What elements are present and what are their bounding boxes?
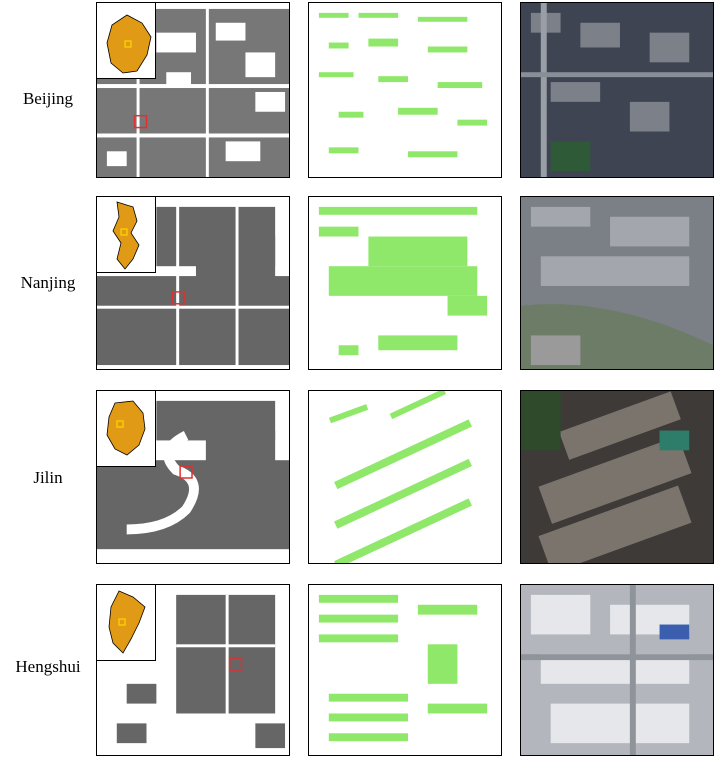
province-locator-map-icon xyxy=(97,3,156,79)
satellite-image-graphic xyxy=(521,197,713,369)
footprint-map-graphic xyxy=(97,585,289,755)
hengshui-satellite-image xyxy=(520,584,714,756)
building-extraction-graphic xyxy=(309,197,501,369)
footprint-map-graphic xyxy=(97,391,289,563)
building-extraction-graphic xyxy=(309,391,501,563)
beijing-satellite-image xyxy=(520,2,714,178)
building-extraction-graphic xyxy=(309,585,501,755)
satellite-image-graphic xyxy=(521,391,713,563)
jilin-satellite-image xyxy=(520,390,714,564)
hengshui-building-extraction xyxy=(308,584,502,756)
nanjing-footprint-map xyxy=(96,196,290,370)
beijing-building-extraction xyxy=(308,2,502,178)
row-label-beijing: Beijing xyxy=(22,89,74,108)
jilin-footprint-map xyxy=(96,390,290,564)
building-extraction-graphic xyxy=(309,3,501,177)
satellite-image-graphic xyxy=(521,3,713,177)
nanjing-satellite-image xyxy=(520,196,714,370)
hengshui-footprint-map xyxy=(96,584,290,756)
footprint-map-graphic xyxy=(97,3,289,177)
row-label-nanjing: Nanjing xyxy=(20,273,76,292)
satellite-image-graphic xyxy=(521,585,713,755)
jilin-building-extraction xyxy=(308,390,502,564)
footprint-map-graphic xyxy=(97,197,289,369)
row-label-jilin: Jilin xyxy=(33,468,63,487)
beijing-footprint-map xyxy=(96,2,290,178)
province-locator-map-icon xyxy=(97,585,156,661)
nanjing-building-extraction xyxy=(308,196,502,370)
row-label-hengshui: Hengshui xyxy=(15,657,81,676)
province-locator-map-icon xyxy=(97,391,156,467)
province-locator-map-icon xyxy=(97,197,156,273)
